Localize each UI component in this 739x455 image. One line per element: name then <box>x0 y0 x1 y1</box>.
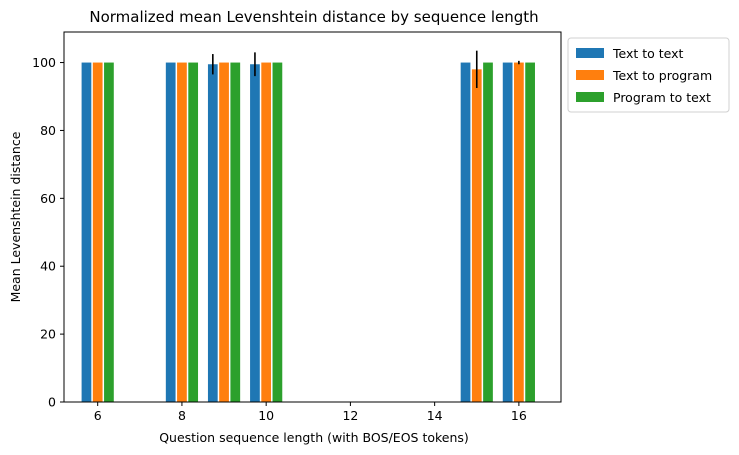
x-tick-label-16: 16 <box>511 408 527 423</box>
x-tick-label-12: 12 <box>342 408 358 423</box>
legend: Text to text Text to program Program to te… <box>567 37 730 113</box>
legend-swatch-text-to-text <box>576 48 604 58</box>
bar-text-to-text-9 <box>207 64 218 402</box>
x-tick-label-8: 8 <box>178 408 186 423</box>
x-axis-label: Question sequence length (with BOS/EOS t… <box>159 430 469 445</box>
bar-program-to-text-9 <box>230 62 241 403</box>
bar-program-to-text-8 <box>188 62 199 403</box>
legend-label-text-to-text: Text to text <box>612 46 684 61</box>
x-tick-label-10: 10 <box>258 408 274 423</box>
bar-program-to-text-10 <box>272 62 283 403</box>
bar-text-to-program-10 <box>261 62 272 403</box>
bar-text-to-program-9 <box>219 62 229 403</box>
bar-text-to-text-8 <box>165 62 176 403</box>
x-tick-label-14: 14 <box>427 408 443 423</box>
bar-text-to-text-16 <box>502 62 513 403</box>
plot-area: 6 8 10 12 14 16 0 20 40 60 80 100 <box>32 31 562 423</box>
y-tick-label-0: 0 <box>48 395 56 410</box>
plot-frame <box>63 31 562 403</box>
chart-title: Normalized mean Levenshtein distance by … <box>89 8 538 26</box>
y-tick-label-100: 100 <box>32 55 56 70</box>
y-tick-label-80: 80 <box>40 123 56 138</box>
y-tick-label-60: 60 <box>40 191 56 206</box>
legend-swatch-text-to-program <box>576 70 604 80</box>
legend-swatch-program-to-text <box>576 92 604 102</box>
y-tick-label-40: 40 <box>40 259 56 274</box>
bar-program-to-text-6 <box>104 62 114 403</box>
legend-label-program-to-text: Program to text <box>613 90 711 105</box>
x-tick-label-6: 6 <box>94 408 102 423</box>
y-axis-label: Mean Levenshtein distance <box>8 131 23 302</box>
bar-text-to-text-6 <box>81 62 92 403</box>
bar-text-to-program-8 <box>177 62 187 403</box>
legend-label-text-to-program: Text to program <box>612 68 712 83</box>
bar-text-to-text-10 <box>250 64 260 402</box>
bar-text-to-program-6 <box>92 62 103 403</box>
bar-program-to-text-15 <box>483 62 493 403</box>
y-tick-label-20: 20 <box>40 327 56 342</box>
legend-box <box>567 37 730 113</box>
bar-text-to-program-15 <box>471 69 482 402</box>
bar-text-to-text-15 <box>460 62 471 403</box>
bar-text-to-program-16 <box>514 62 524 403</box>
bar-program-to-text-16 <box>525 62 535 403</box>
